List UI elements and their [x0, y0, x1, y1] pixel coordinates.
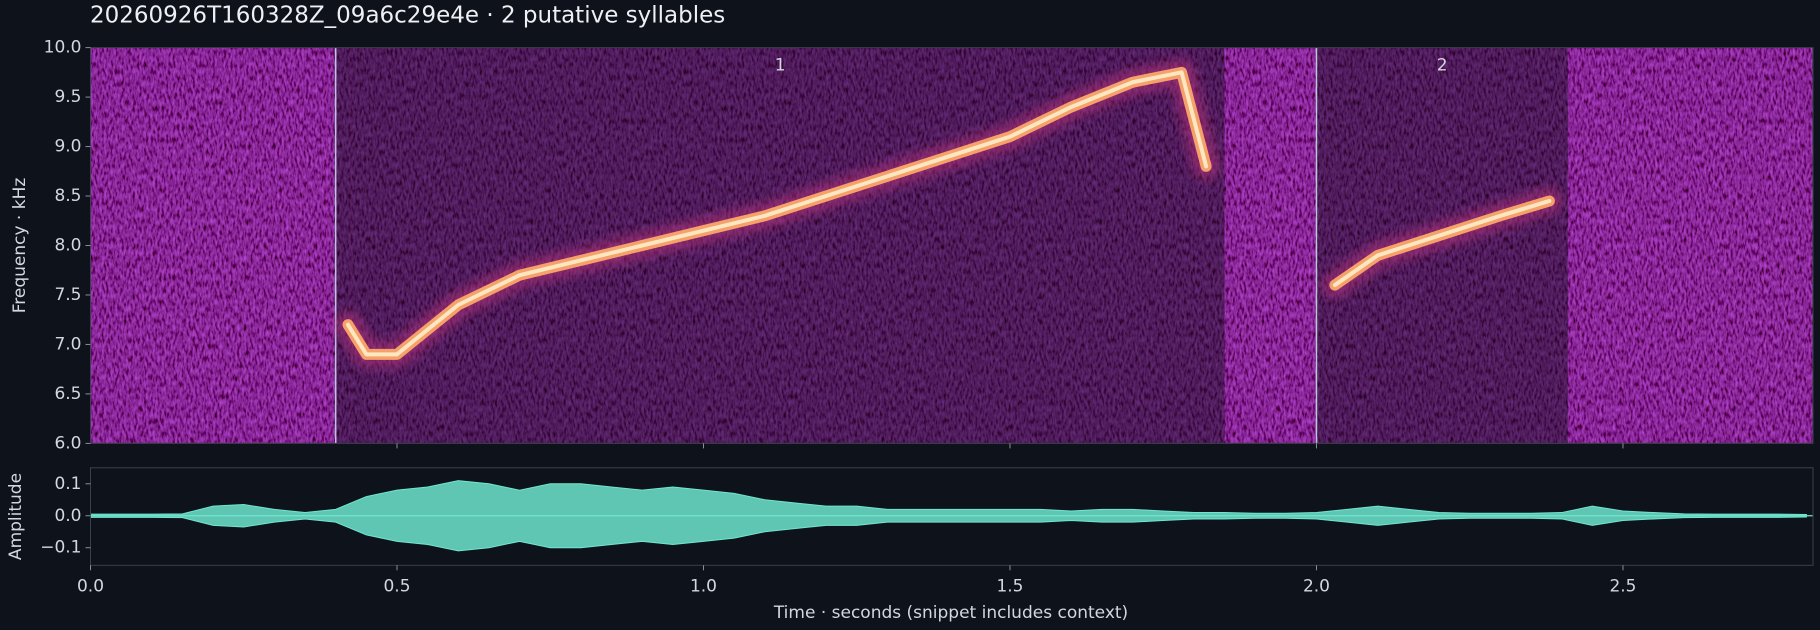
y-axis-label: Frequency · kHz: [10, 178, 30, 314]
contour: [1332, 198, 1552, 288]
x-tick-label: 1.5: [996, 576, 1023, 596]
waveform-envelope-lower: [90, 516, 1807, 552]
waveform-frame: [90, 467, 1814, 566]
syllable-label: 2: [1437, 56, 1448, 76]
x-tick-label: 1.0: [690, 576, 717, 596]
y-tick-label: 0.0: [54, 506, 81, 526]
y-tick-label: 7.0: [54, 334, 81, 354]
y-tick-label: 6.0: [54, 433, 81, 453]
x-tick-label: 2.0: [1303, 576, 1330, 596]
syllable-label: 1: [775, 56, 786, 76]
y-tick-label: 6.5: [54, 384, 81, 404]
y-tick-label: 8.5: [54, 186, 81, 206]
y-tick-label: 9.5: [54, 87, 81, 107]
spectrogram-noise: [90, 47, 1813, 444]
waveform-envelope-upper: [90, 480, 1807, 515]
y-tick-label: 7.5: [54, 285, 81, 305]
y-axis-label: Amplitude: [6, 473, 26, 560]
waveform-panel: [90, 480, 1813, 552]
x-tick-label: 2.5: [1609, 576, 1636, 596]
y-tick-label: 0.1: [54, 474, 81, 494]
chart-title: 20260926T160328Z_09a6c29e4e · 2 putative…: [90, 3, 725, 29]
spectrogram: [90, 47, 1813, 444]
y-tick-label: 9.0: [54, 137, 81, 157]
contour: [345, 70, 1209, 357]
y-tick-label: 8.0: [54, 236, 81, 256]
x-tick-label: 0.5: [383, 576, 410, 596]
y-tick-label: 10.0: [44, 38, 82, 58]
x-tick-label: 0.0: [77, 576, 104, 596]
x-axis-label: Time · seconds (snippet includes context…: [773, 603, 1128, 623]
y-tick-label: −0.1: [40, 538, 81, 558]
